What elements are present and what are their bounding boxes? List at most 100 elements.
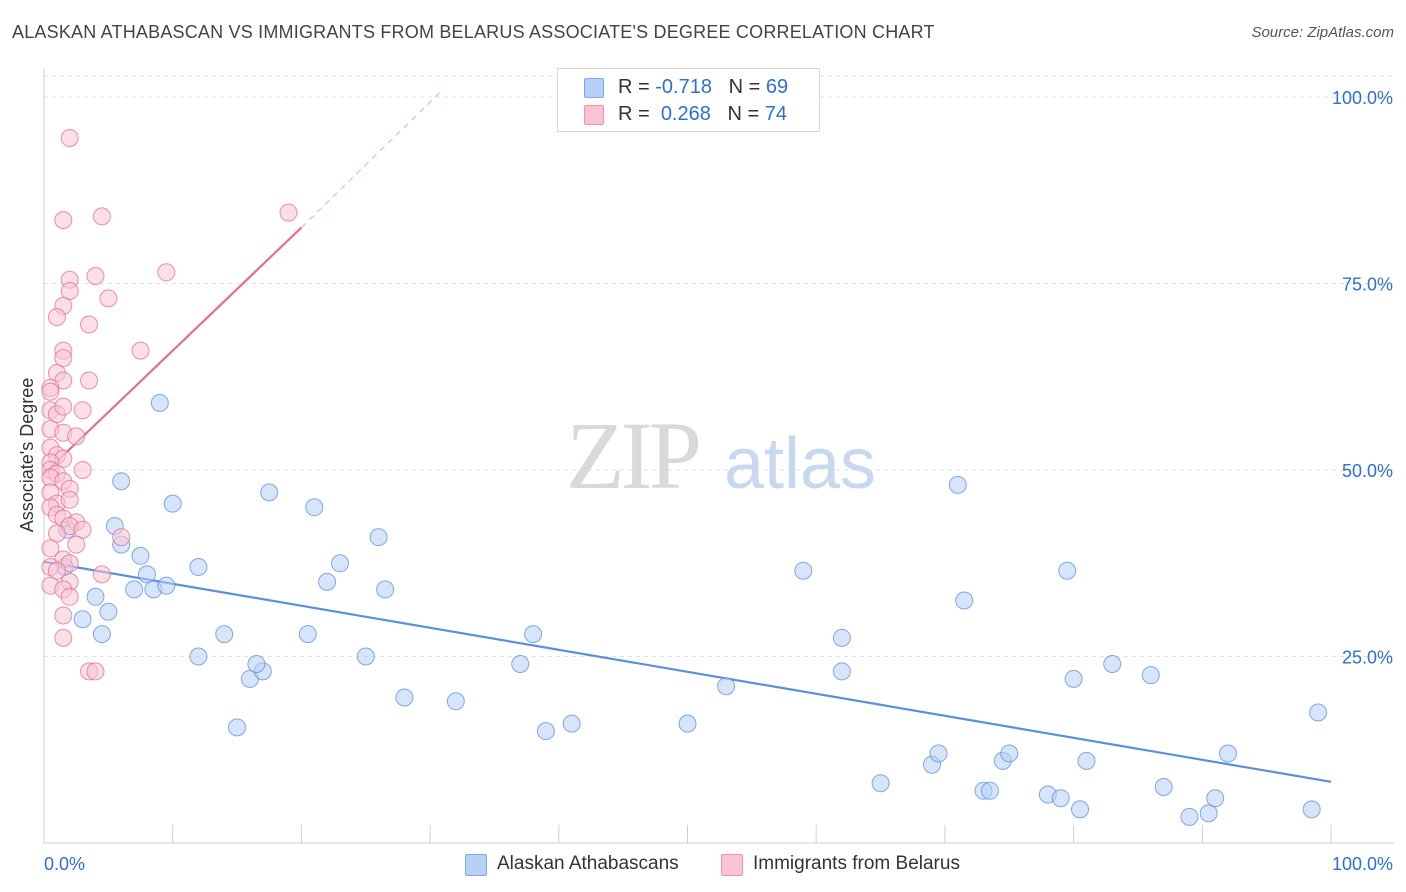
point-athabascan [980,781,999,800]
point-athabascan [524,625,543,644]
point-belarus [80,315,98,334]
point-athabascan [1071,800,1089,819]
n-label: N = [728,76,766,98]
point-athabascan [511,655,530,673]
point-athabascan [1154,778,1173,796]
point-belarus [54,397,73,416]
y-axis-label: Associate's Degree [17,378,37,533]
y-tick-label: 75.0% [1342,275,1393,295]
point-belarus [67,427,86,446]
point-athabascan [189,558,208,576]
point-athabascan [446,692,465,711]
point-belarus [80,371,98,390]
r-label: R = [618,76,656,98]
point-belarus [60,587,79,606]
legend-label: Immigrants from Belarus [753,853,960,874]
trend-lines [43,89,1332,783]
point-athabascan [112,472,131,491]
point-belarus [73,461,92,479]
point-athabascan [305,498,324,517]
point-belarus [73,401,92,420]
point-athabascan [832,662,851,681]
y-tick-label: 25.0% [1342,648,1393,668]
point-athabascan [1051,789,1070,808]
x-tick-label: 100.0% [1332,854,1393,874]
point-athabascan [1058,561,1077,580]
point-athabascan [1103,655,1122,673]
point-athabascan [99,602,118,621]
y-tick-label: 100.0% [1332,88,1393,108]
point-belarus [60,490,79,509]
point-athabascan [369,528,388,547]
point-athabascan [832,628,851,647]
point-athabascan [331,554,349,573]
n-label: N = [727,103,765,125]
point-belarus [86,267,105,285]
point-athabascan [871,774,890,793]
point-belarus [86,662,105,681]
point-athabascan [717,677,736,696]
point-belarus [92,207,111,226]
point-athabascan [1219,744,1237,763]
point-athabascan [1180,807,1199,826]
point-athabascan [318,572,337,591]
point-belarus [47,308,66,327]
legend-text: R = 0.268 N = 74 [618,103,787,126]
point-belarus [41,382,60,401]
point-belarus [54,211,73,230]
point-athabascan [92,625,111,644]
point-athabascan [247,655,266,673]
point-athabascan [948,475,967,494]
point-athabascan [395,688,414,707]
trendline-belarus [43,226,303,475]
legend-text: R = -0.718 N = 69 [618,76,788,99]
point-athabascan [955,591,974,610]
point-belarus [112,528,131,547]
point-athabascan [228,718,246,737]
r-value: -0.718 [655,76,712,98]
point-belarus [47,561,66,580]
watermark-zip: ZIP [566,402,699,509]
point-belarus [99,289,118,308]
point-belarus [73,520,92,539]
point-belarus [131,341,150,360]
point-athabascan [189,647,208,666]
legend-swatch-blue [465,854,487,876]
y-tick-label: 50.0% [1342,461,1393,481]
point-athabascan [678,714,697,733]
point-athabascan [1141,666,1160,685]
point-athabascan [260,483,279,502]
legend-swatch-pink [584,105,604,125]
n-value: 74 [764,103,788,125]
point-belarus [60,282,79,300]
point-belarus [92,565,111,584]
point-athabascan [215,625,234,644]
r-label: R = [618,103,656,125]
point-athabascan [1000,744,1019,763]
point-belarus [157,263,176,282]
point-athabascan [1077,751,1096,770]
point-belarus [60,129,79,147]
source-label: Source: ZipAtlas.com [1251,24,1394,41]
point-athabascan [1199,804,1218,823]
point-athabascan [562,714,581,733]
axes [43,68,1394,844]
point-athabascan [298,625,317,644]
point-belarus [54,349,73,368]
point-athabascan [125,580,144,599]
legend-swatch-blue [584,78,604,98]
point-athabascan [536,722,555,741]
trendline-belarus-extension [300,89,444,228]
point-belarus [54,628,73,647]
point-athabascan [376,580,395,599]
watermark: ZIP atlas [566,402,876,509]
point-athabascan [1206,789,1225,808]
point-athabascan [157,576,176,595]
n-value: 69 [765,76,789,98]
series-legend: Alaskan Athabascans Immigrants from Bela… [0,852,1406,878]
point-athabascan [131,546,150,565]
legend-swatch-pink [721,854,743,876]
point-athabascan [86,587,105,606]
tick-labels: 25.0% 50.0% 75.0% 100.0% 0.0% 100.0% [44,88,1393,874]
